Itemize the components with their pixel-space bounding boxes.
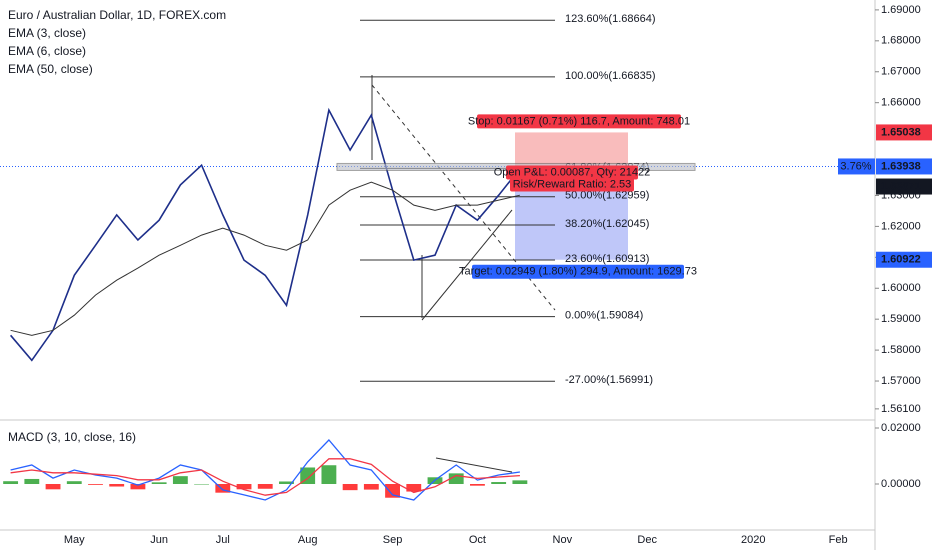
y-tick-label: 1.62000 bbox=[881, 220, 921, 232]
y-tick-label: 1.58000 bbox=[881, 344, 921, 356]
x-tick-label: Sep bbox=[383, 534, 403, 546]
change-label: 3.76% bbox=[840, 160, 871, 172]
ratio-label-box bbox=[510, 177, 634, 192]
fib-label: 50.00%(1.62959) bbox=[565, 190, 649, 202]
x-tick-label: Jul bbox=[216, 534, 230, 546]
ratio-label: Risk/Reward Ratio: 2.53 bbox=[513, 178, 632, 190]
x-tick-label: Jun bbox=[150, 534, 168, 546]
ema-line bbox=[10, 181, 521, 336]
histogram-bar bbox=[279, 481, 294, 485]
fib-label: 23.60%(1.60913) bbox=[565, 253, 649, 265]
histogram-bar bbox=[448, 473, 464, 485]
histogram-bar bbox=[45, 484, 61, 490]
y-tick-label: 1.59000 bbox=[881, 313, 921, 325]
y-tick-label: 1.60000 bbox=[881, 282, 921, 294]
stop-label-box bbox=[477, 114, 681, 129]
target-label-box bbox=[472, 264, 684, 279]
y-tick-label: 0.02000 bbox=[881, 422, 921, 434]
indicator-label: EMA (6, close) bbox=[8, 44, 86, 58]
histogram-bar bbox=[130, 484, 146, 490]
histogram-bar bbox=[109, 484, 125, 487]
signal-line bbox=[10, 458, 520, 496]
price-label: 1.63871 bbox=[881, 180, 921, 192]
price-label: 1.65038 bbox=[881, 126, 921, 138]
x-tick-label: Feb bbox=[829, 534, 848, 546]
pnl-label-box bbox=[506, 165, 638, 180]
histogram-bar bbox=[385, 484, 400, 498]
histogram-bar bbox=[151, 482, 167, 485]
price-label-box bbox=[876, 251, 932, 268]
y-tick-label: 1.68000 bbox=[881, 35, 921, 47]
fib-label: -27.00%(1.56991) bbox=[565, 374, 653, 386]
fib-label: 0.00%(1.59084) bbox=[565, 309, 643, 321]
x-tick-label: Aug bbox=[298, 534, 318, 546]
histogram-bar bbox=[300, 467, 316, 485]
x-tick-label: Oct bbox=[469, 534, 486, 546]
target-label: Target: 0.02949 (1.80%) 294.9, Amount: 1… bbox=[459, 266, 697, 278]
x-tick-label: 2020 bbox=[741, 534, 765, 546]
stop-label: Stop: 0.01167 (0.71%) 116.7, Amount: 748… bbox=[468, 115, 690, 127]
histogram-bar bbox=[321, 465, 337, 485]
indicator-label: EMA (3, close) bbox=[8, 26, 86, 40]
histogram-bar bbox=[491, 482, 507, 485]
histogram-bar bbox=[3, 481, 19, 485]
pnl-label: Open P&L: 0.00087, Qty: 21422 bbox=[494, 166, 651, 178]
histogram-bar bbox=[66, 481, 82, 485]
indicator-label: EMA (50, close) bbox=[8, 62, 93, 76]
x-tick-label: Dec bbox=[637, 534, 657, 546]
macd-line bbox=[10, 439, 520, 501]
histogram-bar bbox=[194, 484, 210, 485]
macd-title: MACD (3, 10, close, 16) bbox=[8, 430, 136, 444]
y-tick-label: 1.56100 bbox=[881, 403, 921, 415]
histogram-bar bbox=[215, 484, 231, 493]
price-label: 1.63938 bbox=[881, 160, 921, 172]
y-tick-label: 1.69000 bbox=[881, 4, 921, 16]
histogram-bar bbox=[24, 478, 40, 485]
y-tick-label: 1.66000 bbox=[881, 97, 921, 109]
y-tick-label: 1.67000 bbox=[881, 66, 921, 78]
histogram-bar bbox=[172, 476, 188, 485]
histogram-bar bbox=[512, 480, 528, 485]
price-line bbox=[9, 107, 521, 362]
y-tick-label: 1.57000 bbox=[881, 375, 921, 387]
change-box bbox=[838, 158, 875, 175]
histogram-bar bbox=[363, 484, 379, 490]
trend-line bbox=[421, 209, 513, 321]
histogram-bar bbox=[236, 484, 252, 490]
histogram-bar bbox=[257, 484, 273, 489]
macd-trend-line bbox=[435, 457, 513, 473]
histogram-bar bbox=[406, 484, 422, 492]
fib-label: 38.20%(1.62045) bbox=[565, 218, 649, 230]
histogram-bar bbox=[88, 484, 103, 485]
fib-label: 100.00%(1.66835) bbox=[565, 70, 656, 82]
price-label-box bbox=[876, 158, 932, 175]
fib-label: 123.60%(1.68664) bbox=[565, 13, 656, 25]
x-tick-label: Nov bbox=[553, 534, 573, 546]
chart-title: Euro / Australian Dollar, 1D, FOREX.com bbox=[8, 8, 226, 22]
stop-zone bbox=[515, 132, 628, 169]
price-label-box bbox=[876, 124, 932, 141]
price-label-box bbox=[876, 178, 932, 195]
histogram-bar bbox=[342, 484, 358, 491]
y-tick-label: 0.00000 bbox=[881, 478, 921, 490]
x-tick-label: May bbox=[64, 534, 85, 546]
price-label: 1.60922 bbox=[881, 254, 921, 266]
histogram-bar bbox=[470, 484, 485, 486]
